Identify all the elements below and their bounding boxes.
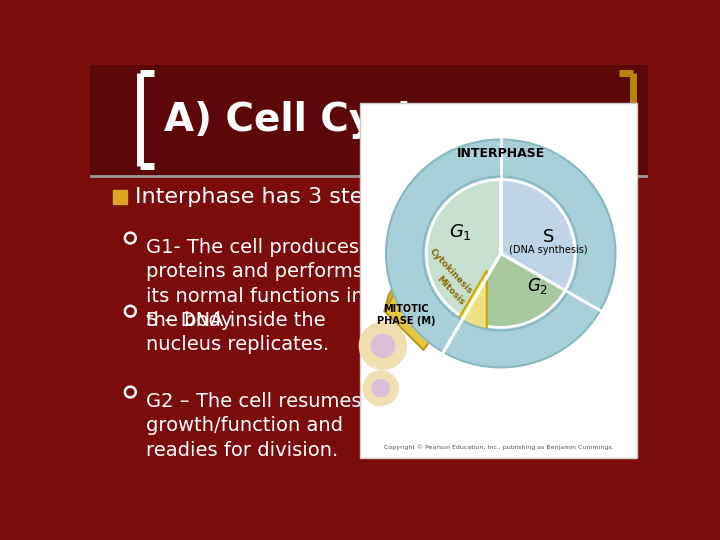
Text: INTERPHASE: INTERPHASE xyxy=(456,147,545,160)
Wedge shape xyxy=(426,179,500,318)
Circle shape xyxy=(364,372,397,405)
Polygon shape xyxy=(384,289,438,350)
Text: S – DNA inside the
nucleus replicates.: S – DNA inside the nucleus replicates. xyxy=(145,311,329,354)
Circle shape xyxy=(360,323,406,369)
Text: Copyright © Pearson Education, Inc., publishing as Benjamin Cummings.: Copyright © Pearson Education, Inc., pub… xyxy=(384,444,613,449)
Wedge shape xyxy=(464,253,565,327)
Polygon shape xyxy=(384,274,400,311)
Wedge shape xyxy=(386,139,616,367)
Circle shape xyxy=(372,380,389,397)
Text: MITOTIC
PHASE (M): MITOTIC PHASE (M) xyxy=(377,304,436,326)
Text: (DNA synthesis): (DNA synthesis) xyxy=(510,245,588,255)
Text: G1- The cell produces
proteins and performs
its normal functions in
the body.: G1- The cell produces proteins and perfo… xyxy=(145,238,364,330)
Text: Interphase has 3 steps:: Interphase has 3 steps: xyxy=(135,187,397,207)
Text: $G_1$: $G_1$ xyxy=(449,222,472,242)
Text: Cytokinesis: Cytokinesis xyxy=(427,247,474,296)
Bar xyxy=(113,190,127,204)
Text: G2 – The cell resumes
growth/function and
readies for division.: G2 – The cell resumes growth/function an… xyxy=(145,392,361,460)
Text: $G_2$: $G_2$ xyxy=(527,276,549,296)
Wedge shape xyxy=(500,179,575,291)
Bar xyxy=(90,65,648,177)
Circle shape xyxy=(386,139,616,367)
Circle shape xyxy=(372,334,395,357)
FancyBboxPatch shape xyxy=(360,103,637,457)
Polygon shape xyxy=(396,274,443,330)
Text: S: S xyxy=(543,227,554,246)
Text: A) Cell Cycle: A) Cell Cycle xyxy=(163,101,436,139)
Text: Mitosis: Mitosis xyxy=(435,274,467,307)
Wedge shape xyxy=(451,271,487,343)
